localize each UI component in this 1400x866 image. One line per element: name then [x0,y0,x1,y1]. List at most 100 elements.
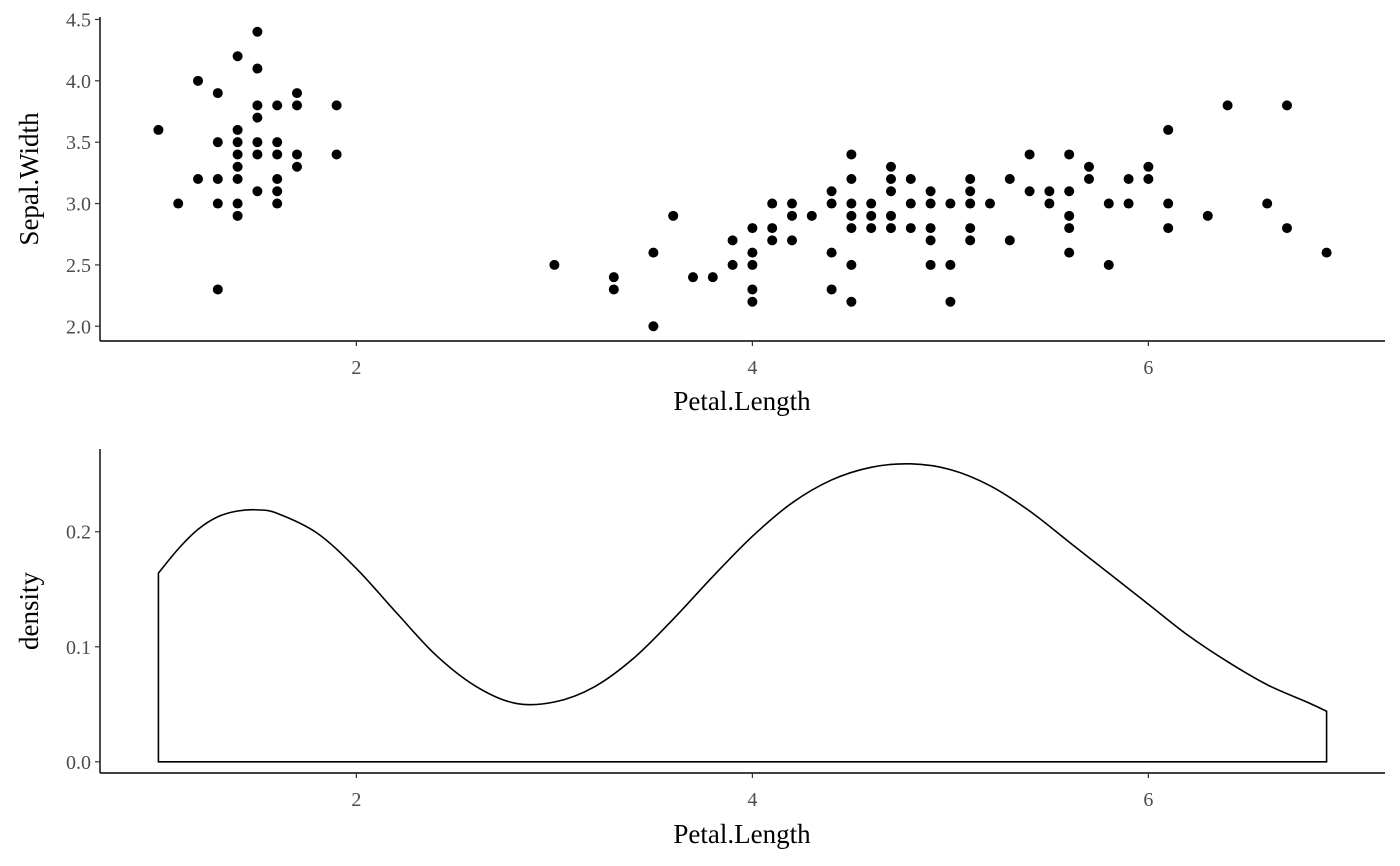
scatter-point [1044,186,1055,197]
scatter-point [846,210,857,221]
scatter-point [252,149,263,160]
scatter-point [272,174,283,184]
scatter-point [826,284,837,295]
scatter-y-tick-label: 3.0 [66,194,91,216]
scatter-point [252,63,263,74]
scatter-point [668,210,679,221]
scatter-point [1064,210,1075,221]
scatter-point [212,174,223,184]
scatter-point [925,223,936,234]
scatter-point [232,137,243,148]
scatter-point [272,137,283,148]
scatter-point [846,198,857,209]
scatter-point [272,186,283,197]
scatter-point [885,174,896,184]
scatter-point [1044,198,1055,209]
scatter-point [212,198,223,209]
scatter-point [1143,174,1154,184]
scatter-point [292,88,303,99]
scatter-point [549,259,560,270]
scatter-point [1103,259,1114,270]
scatter-point [292,149,303,160]
scatter-point [193,174,204,184]
scatter-point [292,100,303,111]
scatter-point [232,161,243,172]
scatter-point [252,137,263,148]
scatter-point [826,198,837,209]
density-curve [157,462,1328,763]
scatter-point [1024,149,1035,160]
scatter-point [212,284,223,295]
scatter-y-ticks: 2.0 2.5 3.0 3.5 4.0 4.5 [66,9,100,338]
scatter-point [747,247,758,258]
scatter-point [232,210,243,221]
scatter-point [1163,223,1174,234]
scatter-point [1202,210,1213,221]
scatter-point [252,100,263,111]
scatter-point [945,198,956,209]
scatter-point [727,259,738,270]
density-y-ticks: 0.0 0.1 0.2 [66,522,100,774]
scatter-point [232,174,243,184]
scatter-point [212,88,223,99]
scatter-point [1281,100,1292,111]
scatter-point [1163,198,1174,209]
scatter-point [866,223,877,234]
scatter-point [1281,223,1292,234]
scatter-point [608,272,619,283]
scatter-points [153,26,1332,332]
scatter-point [767,235,778,246]
scatter-point [1103,198,1114,209]
scatter-point [331,100,342,111]
density-x-tick-label: 6 [1143,789,1153,811]
scatter-point [1143,161,1154,172]
scatter-point [1064,186,1075,197]
scatter-point [905,198,916,209]
scatter-point [1123,174,1134,184]
scatter-point [252,112,263,123]
scatter-point [1163,124,1174,135]
scatter-point [252,26,263,37]
scatter-point [747,296,758,307]
scatter-point [1024,186,1035,197]
scatter-y-tick-label: 2.5 [66,255,91,277]
scatter-point [153,124,164,135]
scatter-point [173,198,184,209]
scatter-x-tick-label: 6 [1143,357,1153,379]
scatter-point [885,161,896,172]
scatter-point [767,198,778,209]
scatter-point [984,198,995,209]
scatter-point [232,124,243,135]
density-y-tick-label: 0.1 [66,637,91,659]
scatter-point [965,235,976,246]
scatter-y-tick-label: 3.5 [66,132,91,154]
scatter-point [1083,161,1094,172]
scatter-point [885,186,896,197]
scatter-point [846,174,857,184]
scatter-point [648,247,659,258]
scatter-panel: 2.0 2.5 3.0 3.5 4.0 4.5 2 4 6 Petal.Length Sepa… [14,9,1385,416]
density-y-axis-title: density [14,572,44,650]
scatter-point [806,210,817,221]
scatter-point [1004,174,1015,184]
density-y-tick-label: 0.0 [66,752,91,774]
scatter-y-tick-label: 2.0 [66,316,91,338]
scatter-point [786,198,797,209]
scatter-point [866,210,877,221]
density-y-tick-label: 0.2 [66,522,91,544]
scatter-point [965,174,976,184]
scatter-point [1083,174,1094,184]
scatter-point [826,186,837,197]
density-x-tick-label: 4 [747,789,757,811]
scatter-point [925,235,936,246]
scatter-point [925,186,936,197]
scatter-point [608,284,619,295]
density-x-tick-label: 2 [351,789,361,811]
scatter-point [767,223,778,234]
scatter-point [846,223,857,234]
scatter-point [925,259,936,270]
scatter-x-axis-title: Petal.Length [673,386,811,416]
scatter-point [727,235,738,246]
scatter-point [747,284,758,295]
